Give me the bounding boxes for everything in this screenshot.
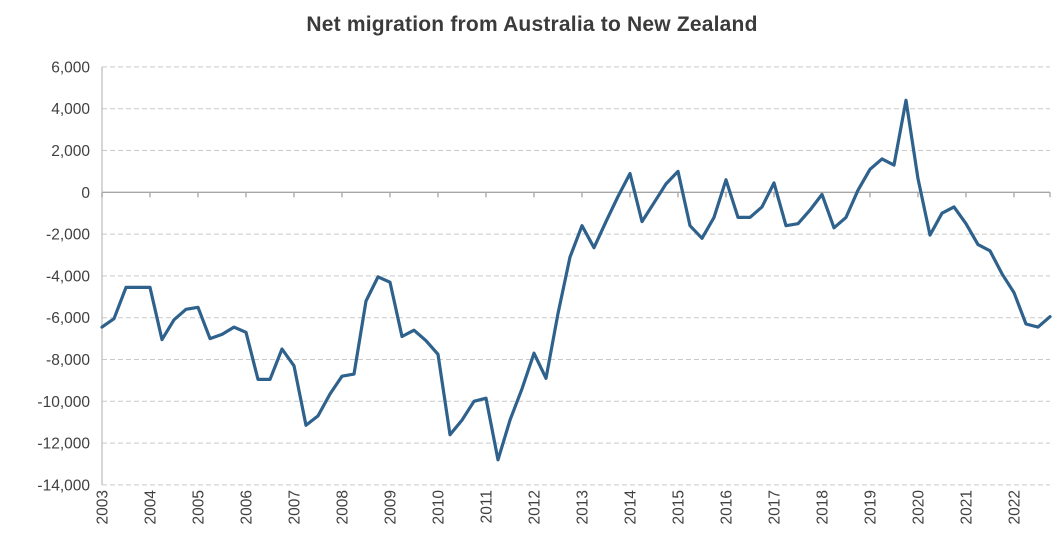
y-tick-label: 6,000 xyxy=(51,59,90,76)
y-tick-label: -14,000 xyxy=(37,477,90,494)
y-axis-labels: 6,000 4,000 2,000 0 -2,000 -4,000 -6,000 -8,000… xyxy=(37,59,90,494)
x-year-label: 2006 xyxy=(239,490,256,524)
x-year-label: 2003 xyxy=(95,490,112,524)
x-year-label: 2015 xyxy=(671,490,688,524)
x-year-label: 2004 xyxy=(143,490,160,525)
x-year-label: 2014 xyxy=(623,490,640,525)
y-tick-label: -2,000 xyxy=(46,227,90,244)
x-year-label: 2009 xyxy=(383,490,400,524)
x-year-label: 2022 xyxy=(1007,490,1024,524)
x-year-label: 2011 xyxy=(479,490,496,523)
y-tick-label: -6,000 xyxy=(46,310,90,327)
y-tick-label: -12,000 xyxy=(37,436,90,453)
x-year-label: 2021 xyxy=(959,490,976,524)
x-year-label: 2007 xyxy=(287,490,304,524)
y-tick-label: -8,000 xyxy=(46,352,90,369)
x-year-label: 2008 xyxy=(335,490,352,524)
y-tick-label: -10,000 xyxy=(37,394,90,411)
x-year-label: 2020 xyxy=(911,490,928,525)
chart-title: Net migration from Australia to New Zeal… xyxy=(306,13,758,36)
x-axis-labels: 2003 2004 2005 2006 2007 2008 2009 2010 2011 2012… xyxy=(95,490,1024,525)
x-year-label: 2013 xyxy=(575,490,592,524)
x-year-label: 2018 xyxy=(815,490,832,524)
x-year-label: 2012 xyxy=(527,490,544,524)
y-tick-label: 4,000 xyxy=(51,101,90,118)
x-axis-ticks xyxy=(101,192,1051,198)
x-year-label: 2010 xyxy=(431,490,448,525)
x-year-label: 2019 xyxy=(863,490,880,524)
y-tick-label: 2,000 xyxy=(51,143,90,160)
net-migration-line xyxy=(100,98,1052,462)
y-gridlines xyxy=(102,66,1050,486)
x-year-label: 2016 xyxy=(719,490,736,524)
y-tick-label: -4,000 xyxy=(46,268,90,285)
x-year-label: 2017 xyxy=(767,490,784,524)
x-year-label: 2005 xyxy=(191,490,208,524)
y-tick-label: 0 xyxy=(81,185,90,202)
